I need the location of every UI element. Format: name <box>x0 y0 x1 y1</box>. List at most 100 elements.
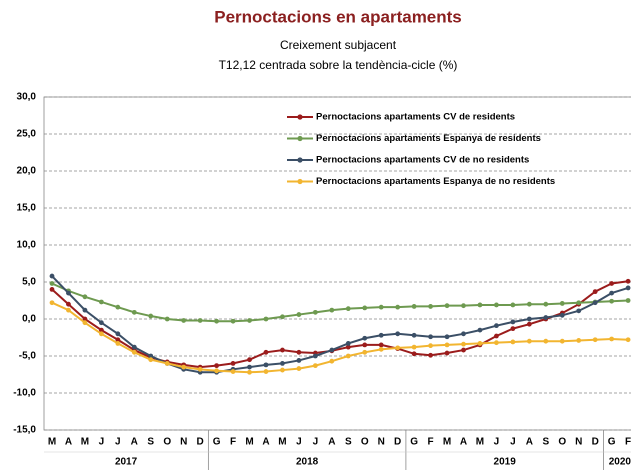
point <box>526 316 532 322</box>
x-tick-label: A <box>460 437 467 448</box>
point <box>82 294 88 300</box>
point <box>98 320 104 326</box>
point <box>411 304 417 309</box>
point <box>115 341 121 346</box>
point <box>461 341 466 347</box>
legend-label: Pernoctacions apartaments Espanya de no … <box>316 176 555 187</box>
point <box>280 361 285 366</box>
point <box>263 369 269 374</box>
chart-title: Pernoctacions en apartaments <box>214 7 462 26</box>
x-tick-label: N <box>378 437 385 448</box>
x-tick-label: J <box>313 437 319 448</box>
x-tick-label: A <box>526 437 533 448</box>
point <box>115 331 121 337</box>
point <box>428 334 433 340</box>
plot-frame <box>43 96 631 431</box>
y-tick-label: 5,0 <box>22 277 36 288</box>
point <box>576 308 582 314</box>
point <box>98 331 104 337</box>
y-tick-label: -10,0 <box>13 388 36 399</box>
point <box>280 347 285 353</box>
chart-subtitle: T12,12 centrada sobre la tendència-cicle… <box>219 58 458 72</box>
point <box>477 341 483 346</box>
y-tick-label: 10,0 <box>17 240 37 251</box>
point <box>148 353 154 359</box>
legend-marker <box>297 114 303 120</box>
point <box>592 337 598 343</box>
point <box>378 346 384 352</box>
y-tick-label: 30,0 <box>17 92 37 103</box>
x-tick-label: D <box>197 437 204 448</box>
x-tick-label: M <box>443 437 451 448</box>
x-tick-label: O <box>163 437 171 448</box>
point <box>296 366 302 371</box>
x-tick-label: A <box>262 437 269 448</box>
x-tick-label: N <box>180 437 187 448</box>
point <box>263 316 269 322</box>
point <box>280 314 285 320</box>
point <box>428 304 433 309</box>
point <box>494 340 499 346</box>
point <box>395 345 401 351</box>
point <box>543 338 549 344</box>
x-tick-label: M <box>81 437 89 448</box>
x-tick-label: A <box>328 437 335 448</box>
point <box>329 307 335 313</box>
x-tick-label: N <box>575 437 582 448</box>
point <box>461 347 466 353</box>
point <box>609 298 615 304</box>
point <box>411 344 417 350</box>
point <box>115 337 121 343</box>
point <box>329 347 335 353</box>
x-tick-label: S <box>147 437 154 448</box>
point <box>428 343 433 349</box>
point <box>247 364 252 370</box>
point <box>609 290 615 296</box>
point <box>197 318 203 323</box>
point <box>247 369 252 375</box>
point <box>378 332 384 338</box>
point <box>428 352 433 358</box>
x-tick-label: F <box>625 437 631 448</box>
point <box>263 349 269 355</box>
point <box>378 342 384 348</box>
point <box>148 313 154 319</box>
point <box>444 334 450 340</box>
point <box>329 358 335 364</box>
legend-marker <box>297 135 303 142</box>
point <box>494 302 499 308</box>
point <box>559 301 565 306</box>
point <box>609 281 615 286</box>
series-line <box>51 282 629 323</box>
x-tick-label: F <box>428 437 434 448</box>
x-tick-label: S <box>542 437 549 448</box>
x-tick-label: J <box>494 437 500 448</box>
point <box>82 320 88 326</box>
x-tick-label: D <box>394 437 401 448</box>
point <box>98 299 104 305</box>
point <box>49 300 55 306</box>
point <box>181 364 187 370</box>
point <box>526 338 532 344</box>
point <box>395 304 401 310</box>
point <box>526 321 532 327</box>
legend-label: Pernoctacions apartaments Espanya de res… <box>316 133 541 144</box>
point <box>66 290 71 296</box>
point <box>230 318 236 324</box>
x-tick-label: J <box>115 437 121 448</box>
point <box>98 327 104 333</box>
point <box>395 331 401 337</box>
point <box>543 315 549 320</box>
point <box>510 319 516 325</box>
year-label: 2019 <box>494 457 517 468</box>
point <box>214 368 220 374</box>
point <box>230 369 236 374</box>
y-tick-label: -15,0 <box>13 425 36 436</box>
point <box>378 304 384 310</box>
point <box>131 309 137 315</box>
x-tick-label: O <box>558 437 566 448</box>
point <box>625 285 631 291</box>
point <box>510 339 516 345</box>
point <box>444 303 450 309</box>
legend-marker <box>297 178 303 185</box>
